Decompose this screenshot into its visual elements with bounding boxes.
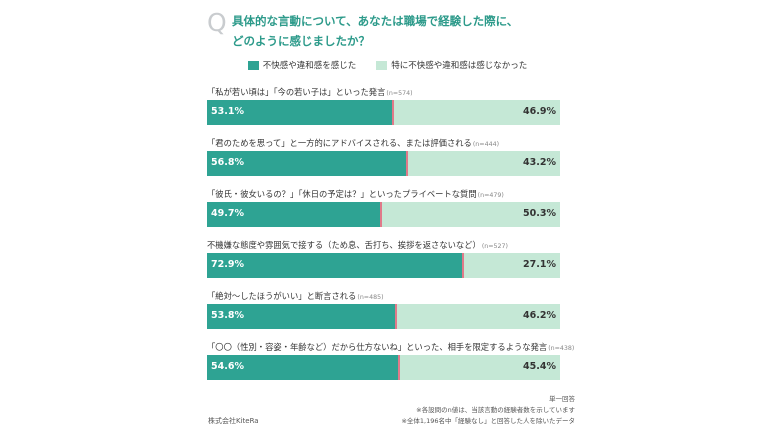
- bar-not-uncomfortable: 72.9% 27.1%: [207, 253, 560, 278]
- chart-row: 「絶対〜したほうがいい」と断言される(n=485) 53.8% 46.2%: [207, 290, 570, 338]
- chart-row: 「〇〇（性別・容姿・年齢など）だから仕方ないね」といった、相手を限定するような発…: [207, 341, 574, 389]
- bar-not-uncomfortable: 53.8% 46.2%: [207, 304, 560, 329]
- legend-label-uncomfortable: 不快感や違和感を感じた: [262, 61, 357, 71]
- legend: 不快感や違和感を感じた 特に不快感や違和感は感じなかった: [196, 59, 579, 71]
- category-text: 不機嫌な態度や雰囲気で接する（ため息、舌打ち、挨拶を返さないなど）: [207, 240, 481, 250]
- category-text: 「彼氏・彼女いるの？」「休日の予定は？」といったプライベートな質問: [207, 189, 477, 199]
- bar-uncomfortable: [207, 100, 395, 125]
- footnote-excluded: ※全体1,196名中「経験なし」と回答した人を除いたデータ: [401, 417, 575, 425]
- legend-item-uncomfortable: 不快感や違和感を感じた: [247, 59, 357, 71]
- value-label-not-uncomfortable: 43.2%: [523, 157, 556, 168]
- company-name: 株式会社KiteRa: [208, 417, 259, 425]
- legend-swatch-uncomfortable: [247, 60, 259, 70]
- footnote-n-values: ※各設問のn値は、当該言動の経験者数を示しています: [416, 406, 575, 414]
- legend-swatch-not-uncomfortable: [376, 60, 388, 70]
- value-label-uncomfortable: 54.6%: [211, 361, 244, 372]
- value-label-uncomfortable: 49.7%: [211, 208, 244, 219]
- category-label: 「私が若い頃は」「今の若い子は」といった発言(n=574): [207, 86, 413, 98]
- bar-uncomfortable: [207, 253, 465, 278]
- sample-size: (n=438): [548, 345, 575, 352]
- chart-row: 「私が若い頃は」「今の若い子は」といった発言(n=574) 53.1% 46.9%: [207, 86, 570, 134]
- stacked-bar-chart: 「私が若い頃は」「今の若い子は」といった発言(n=574) 53.1% 46.9% 「…: [207, 86, 574, 389]
- bar-uncomfortable: [207, 202, 383, 227]
- bar-uncomfortable: [207, 355, 400, 380]
- footnotes: 単一回答 ※各設問のn値は、当該言動の経験者数を示しています ※全体1,196名…: [401, 394, 575, 427]
- chart-row: 「君のためを思って」と一方的にアドバイスされる、または評価される(n=444) 5…: [207, 137, 570, 185]
- category-text: 「私が若い頃は」「今の若い子は」といった発言: [207, 87, 386, 97]
- footnote-single-answer: 単一回答: [549, 395, 575, 403]
- value-label-uncomfortable: 72.9%: [211, 259, 244, 270]
- question-text: 具体的な言動について、あなたは職場で経験した際に、 どのように感じましたか？: [232, 11, 518, 51]
- value-label-uncomfortable: 53.1%: [211, 106, 244, 117]
- bar-not-uncomfortable: 49.7% 50.3%: [207, 202, 560, 227]
- category-label: 「〇〇（性別・容姿・年齢など）だから仕方ないね」といった、相手を限定するような発…: [207, 341, 574, 353]
- question-line-2: どのように感じましたか？: [232, 34, 370, 48]
- value-label-not-uncomfortable: 27.1%: [523, 259, 556, 270]
- value-label-not-uncomfortable: 46.9%: [523, 106, 556, 117]
- sample-size: (n=444): [472, 141, 500, 148]
- question-line-1: 具体的な言動について、あなたは職場で経験した際に、: [232, 14, 519, 28]
- category-label: 「彼氏・彼女いるの？」「休日の予定は？」といったプライベートな質問(n=479): [207, 188, 504, 200]
- sample-size: (n=485): [357, 294, 384, 301]
- bar-uncomfortable: [207, 304, 397, 329]
- value-label-uncomfortable: 56.8%: [211, 157, 244, 168]
- category-text: 「〇〇（性別・容姿・年齢など）だから仕方ないね」といった、相手を限定するような発…: [207, 342, 548, 352]
- survey-panel: Q 具体的な言動について、あなたは職場で経験した際に、 どのように感じましたか？…: [196, 0, 579, 433]
- chart-row: 不機嫌な態度や雰囲気で接する（ため息、舌打ち、挨拶を返さないなど）(n=527)…: [207, 239, 570, 287]
- bar-not-uncomfortable: 54.6% 45.4%: [207, 355, 560, 380]
- chart-row: 「彼氏・彼女いるの？」「休日の予定は？」といったプライベートな質問(n=479)…: [207, 188, 570, 236]
- category-text: 「絶対〜したほうがいい」と断言される: [207, 291, 357, 301]
- sample-size: (n=527): [481, 243, 509, 250]
- bar-not-uncomfortable: 56.8% 43.2%: [207, 151, 560, 176]
- value-label-uncomfortable: 53.8%: [211, 310, 244, 321]
- sample-size: (n=479): [477, 192, 504, 199]
- category-label: 「君のためを思って」と一方的にアドバイスされる、または評価される(n=444): [207, 137, 499, 149]
- bar-not-uncomfortable: 53.1% 46.9%: [207, 100, 560, 125]
- category-text: 「君のためを思って」と一方的にアドバイスされる、または評価される: [207, 138, 472, 148]
- sample-size: (n=574): [386, 90, 413, 97]
- category-label: 「絶対〜したほうがいい」と断言される(n=485): [207, 290, 384, 302]
- question-mark-icon: Q: [207, 8, 227, 37]
- value-label-not-uncomfortable: 46.2%: [523, 310, 556, 321]
- value-label-not-uncomfortable: 50.3%: [523, 208, 556, 219]
- value-label-not-uncomfortable: 45.4%: [523, 361, 556, 372]
- legend-label-not-uncomfortable: 特に不快感や違和感は感じなかった: [391, 61, 528, 71]
- bar-uncomfortable: [207, 151, 408, 176]
- category-label: 不機嫌な態度や雰囲気で接する（ため息、舌打ち、挨拶を返さないなど）(n=527): [207, 239, 508, 251]
- legend-item-not-uncomfortable: 特に不快感や違和感は感じなかった: [376, 59, 527, 71]
